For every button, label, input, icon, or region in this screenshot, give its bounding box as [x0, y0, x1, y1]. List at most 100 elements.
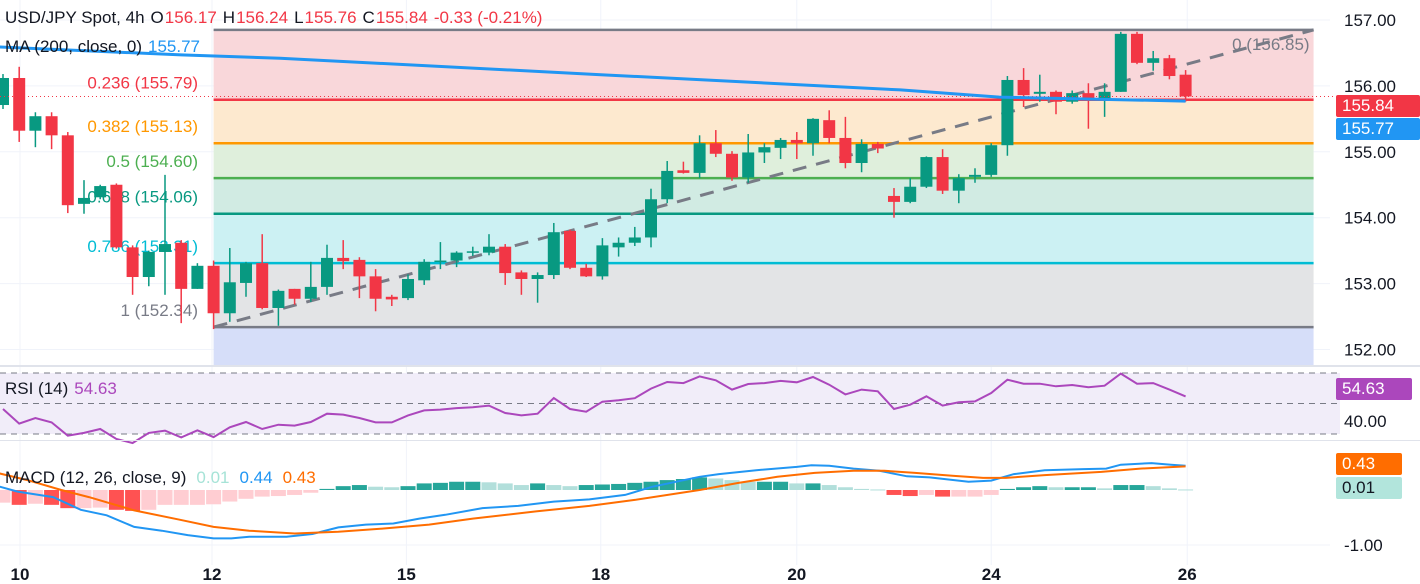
macd-histogram-bar [125, 490, 141, 511]
price-axis-label: 154.00 [1344, 209, 1396, 228]
macd-histogram-bar [708, 478, 724, 490]
ma-legend-value: 155.77 [148, 37, 201, 56]
candle-body [1114, 33, 1127, 92]
macd-histogram-bar [967, 490, 983, 497]
fibonacci-retracement[interactable]: 0 (156.85) 0.236 (155.79) 0.382 (155.13) 0.… [87, 28, 1314, 365]
macd-histogram-bar [0, 490, 11, 503]
macd-histogram-bar [627, 482, 643, 490]
candle-body [693, 143, 706, 173]
macd-hist-value: 0.01 [196, 468, 230, 487]
macd-histogram-bar [611, 483, 627, 490]
macd-histogram-bar [870, 489, 886, 491]
macd-histogram-bar [319, 488, 335, 490]
low-value: 155.76 [304, 8, 357, 27]
candle-body [126, 247, 139, 278]
candle-body [628, 237, 641, 243]
candle-body [110, 184, 123, 248]
pane-separator [0, 440, 1420, 441]
candle-body [13, 77, 26, 131]
candle-body [483, 246, 495, 253]
ma-legend-label: MA (200, close, 0) [5, 37, 143, 56]
price-axis-label: 152.00 [1344, 341, 1396, 360]
macd-histogram-bar [303, 490, 319, 493]
time-axis-label: 18 [591, 565, 610, 584]
candle-body [499, 246, 512, 274]
macd-histogram-bar [60, 490, 76, 509]
candle-body [758, 147, 771, 153]
symbol-title[interactable]: USD/JPY Spot, 4h [5, 8, 145, 27]
candle-body [839, 137, 852, 164]
macd-histogram-bar [368, 486, 384, 490]
macd-histogram-bar [756, 481, 772, 490]
pane-separator [0, 365, 1420, 367]
macd-histogram-bar [983, 490, 999, 495]
candle-body [904, 186, 917, 202]
rsi-legend[interactable]: RSI (14) 54.63 [5, 379, 117, 399]
macd-histogram-bar [562, 486, 578, 490]
macd-histogram-bar [513, 485, 529, 490]
axes: 157.00 156.00 155.00 154.00 153.00 152.00 40.0… [0, 11, 1420, 584]
macd-histogram-bar [1145, 486, 1161, 490]
macd-histogram-bar [497, 483, 513, 490]
macd-histogram-bar [432, 482, 448, 490]
candle-body [223, 282, 236, 314]
candle-body [321, 257, 333, 287]
time-axis-label: 26 [1178, 565, 1197, 584]
candle-body [726, 153, 738, 178]
macd-histogram-bar [999, 488, 1015, 490]
macd-histogram-bar [643, 481, 659, 490]
macd-histogram-bar [530, 483, 546, 490]
candle-body [94, 186, 107, 198]
candle-body [0, 77, 9, 106]
macd-histogram-bar [416, 483, 432, 490]
close-value: 155.84 [375, 8, 428, 27]
candle-body [985, 145, 998, 175]
fib-level-label: 0 (156.85) [1232, 35, 1310, 54]
candle-body [564, 230, 576, 268]
fib-band [213, 263, 1314, 328]
fib-band [213, 327, 1314, 365]
fib-band [213, 213, 1314, 264]
change-value: -0.33 (-0.21%) [433, 8, 543, 27]
candle-body [369, 276, 382, 299]
candle-body [1033, 91, 1046, 94]
candle-body [1163, 58, 1176, 77]
macd-histogram-bar [270, 490, 286, 497]
candle-body [1179, 74, 1192, 97]
macd-histogram-bar [951, 490, 967, 497]
macd-pane [0, 462, 1194, 540]
macd-histogram-bar [92, 490, 108, 508]
time-axis-label: 10 [11, 565, 30, 584]
candle-body [888, 195, 900, 202]
macd-histogram-bar [400, 486, 416, 490]
candle-body [952, 178, 965, 191]
macd-histogram-bar [351, 485, 367, 490]
histogram-value-tag: 0.01 [1336, 477, 1402, 499]
candle-body [45, 116, 58, 136]
macd-histogram-bar [1080, 487, 1096, 490]
macd-histogram-bar [692, 477, 708, 490]
candle-body [515, 272, 528, 279]
candle-body [790, 139, 803, 144]
last-price-tag: 155.84 [1336, 95, 1420, 117]
macd-legend[interactable]: MACD (12, 26, close, 9) 0.01 0.44 0.43 [5, 468, 316, 488]
macd-histogram-bar [1048, 487, 1064, 490]
macd-histogram-bar [141, 490, 157, 510]
macd-histogram-bar [335, 486, 351, 490]
time-axis-label: 20 [787, 565, 806, 584]
macd-histogram-bar [935, 490, 951, 497]
price-axis-label: 155.00 [1344, 143, 1396, 162]
macd-histogram-bar [1032, 486, 1048, 490]
macd-histogram-bar [254, 490, 270, 497]
fib-trend-line [213, 28, 1314, 329]
ma-legend[interactable]: MA (200, close, 0) 155.77 [5, 37, 200, 57]
candle-body [855, 143, 868, 164]
candle-body [288, 288, 301, 299]
rsi-legend-label: RSI (14) [5, 379, 69, 398]
low-label: L [294, 8, 304, 27]
high-label: H [222, 8, 236, 27]
rsi-line [2, 372, 1186, 445]
candle-body [1001, 79, 1014, 146]
candle-body [434, 260, 447, 263]
